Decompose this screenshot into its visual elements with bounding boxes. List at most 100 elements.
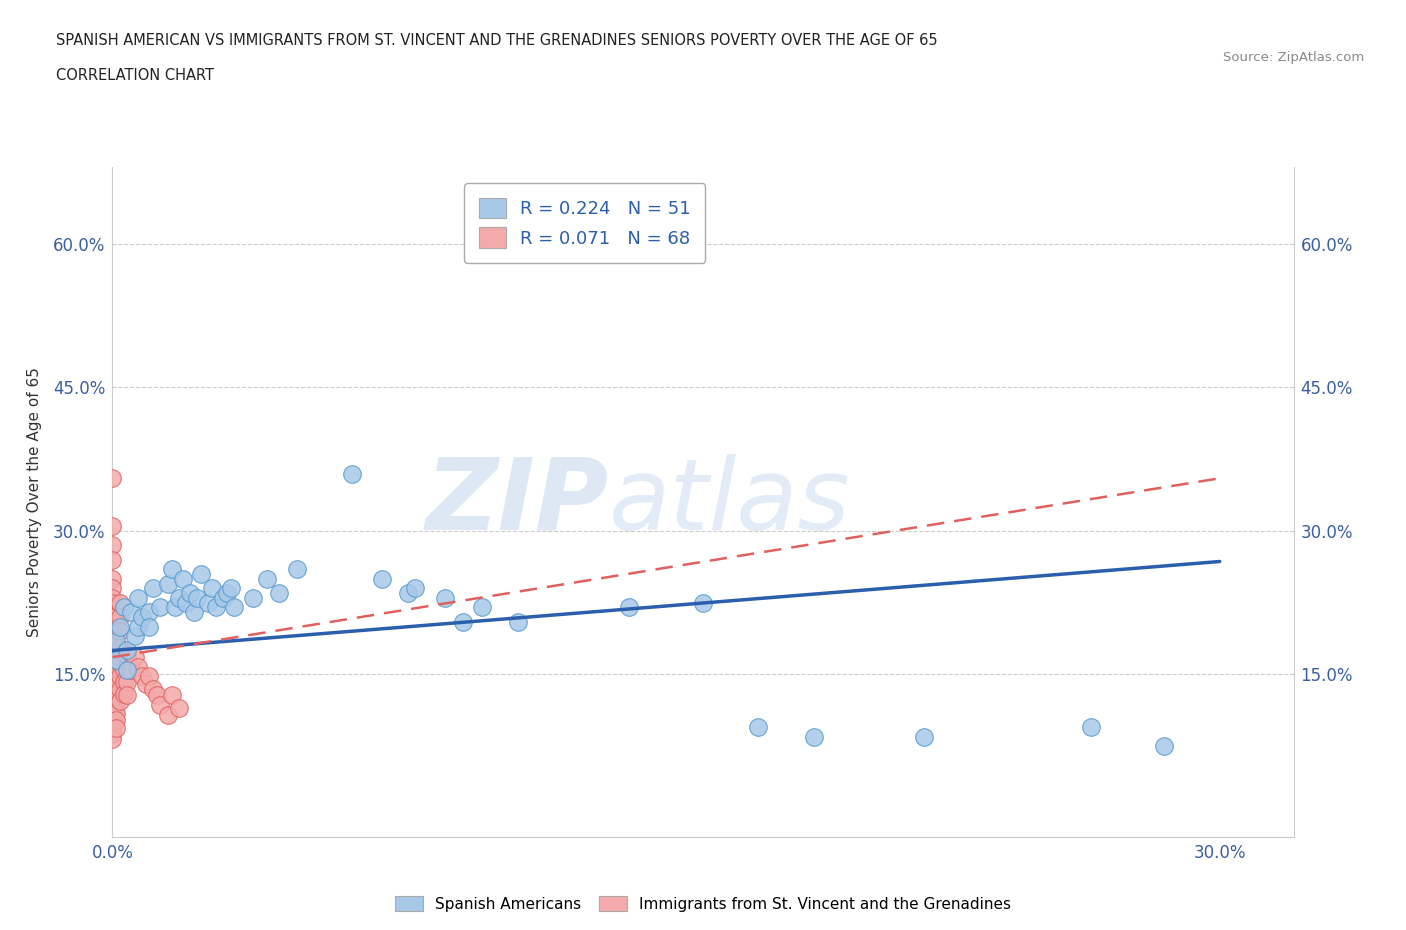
Point [433, 591, 456, 605]
Point [108, 682, 131, 697]
Point [1153, 738, 1175, 753]
Text: ZIP: ZIP [426, 454, 609, 551]
Point [101, 581, 124, 596]
Point [120, 662, 142, 677]
Point [101, 674, 124, 689]
Point [471, 600, 494, 615]
Point [101, 624, 124, 639]
Point [156, 707, 179, 722]
Point [105, 648, 128, 663]
Point [105, 705, 128, 720]
Point [108, 595, 131, 610]
Point [105, 659, 128, 674]
Point [105, 669, 128, 684]
Point [127, 659, 149, 674]
Point [212, 591, 235, 605]
Point [101, 629, 124, 644]
Point [747, 720, 769, 735]
Legend: R = 0.224   N = 51, R = 0.071   N = 68: R = 0.224 N = 51, R = 0.071 N = 68 [464, 183, 706, 263]
Point [131, 669, 153, 684]
Point [101, 591, 124, 605]
Point [142, 682, 165, 697]
Point [127, 591, 149, 605]
Point [112, 662, 135, 677]
Point [117, 648, 138, 663]
Point [117, 643, 138, 658]
Point [105, 624, 128, 639]
Point [451, 615, 474, 630]
Point [190, 566, 212, 581]
Point [117, 674, 138, 689]
Point [101, 519, 124, 534]
Point [108, 694, 131, 709]
Point [101, 715, 124, 730]
Point [101, 619, 124, 634]
Point [108, 619, 131, 634]
Point [101, 726, 124, 741]
Point [117, 688, 138, 703]
Point [149, 600, 172, 615]
Point [167, 700, 190, 715]
Point [127, 619, 149, 634]
Point [101, 609, 124, 624]
Point [160, 562, 183, 577]
Point [167, 591, 190, 605]
Point [146, 688, 169, 703]
Point [149, 698, 172, 712]
Point [160, 688, 183, 703]
Point [508, 615, 530, 630]
Point [105, 609, 128, 624]
Point [101, 732, 124, 747]
Point [219, 581, 242, 596]
Point [101, 643, 124, 658]
Point [108, 624, 131, 639]
Point [101, 552, 124, 567]
Point [101, 721, 124, 736]
Point [105, 678, 128, 693]
Point [224, 600, 246, 615]
Point [619, 600, 641, 615]
Point [101, 650, 124, 665]
Point [105, 688, 128, 703]
Point [112, 646, 135, 661]
Point [174, 595, 197, 610]
Point [105, 721, 128, 736]
Point [1080, 720, 1102, 735]
Point [105, 633, 128, 648]
Point [165, 600, 187, 615]
Point [101, 635, 124, 650]
Point [108, 656, 131, 671]
Point [101, 471, 124, 485]
Legend: Spanish Americans, Immigrants from St. Vincent and the Grenadines: Spanish Americans, Immigrants from St. V… [389, 889, 1017, 918]
Point [117, 662, 138, 677]
Y-axis label: Seniors Poverty Over the Age of 65: Seniors Poverty Over the Age of 65 [27, 367, 42, 637]
Point [692, 595, 714, 610]
Point [124, 629, 146, 644]
Point [112, 600, 135, 615]
Point [105, 698, 128, 712]
Point [914, 729, 936, 744]
Point [371, 571, 394, 586]
Point [108, 640, 131, 655]
Point [117, 662, 138, 677]
Point [101, 702, 124, 717]
Point [105, 653, 128, 668]
Point [131, 609, 153, 624]
Point [135, 676, 157, 691]
Point [101, 688, 124, 703]
Text: CORRELATION CHART: CORRELATION CHART [56, 68, 214, 83]
Point [101, 662, 124, 677]
Point [179, 586, 201, 601]
Point [404, 581, 426, 596]
Point [105, 713, 128, 728]
Point [183, 604, 205, 619]
Point [396, 586, 419, 601]
Point [142, 581, 165, 596]
Point [342, 466, 364, 481]
Point [120, 604, 142, 619]
Point [138, 604, 160, 619]
Point [156, 576, 179, 591]
Point [138, 669, 160, 684]
Text: SPANISH AMERICAN VS IMMIGRANTS FROM ST. VINCENT AND THE GRENADINES SENIORS POVER: SPANISH AMERICAN VS IMMIGRANTS FROM ST. … [56, 33, 938, 47]
Point [124, 650, 146, 665]
